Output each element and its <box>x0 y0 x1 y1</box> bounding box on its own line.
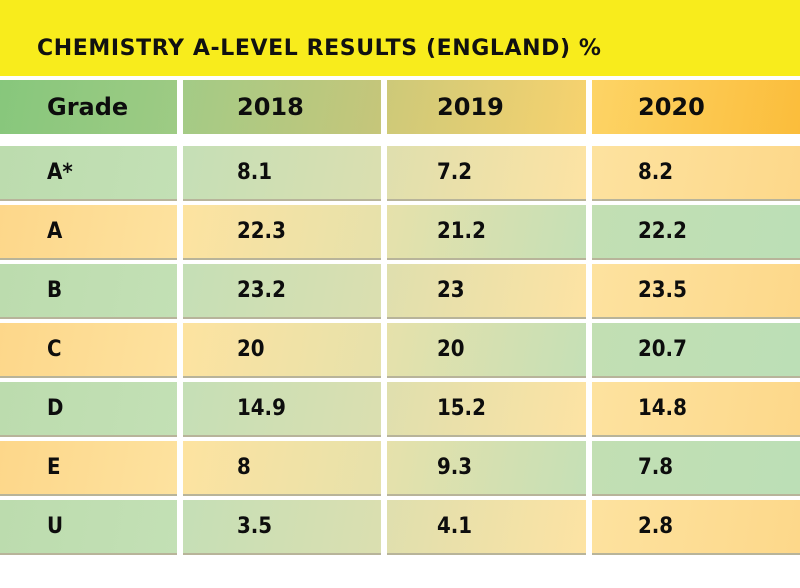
value-cell-2018: 8 <box>183 441 381 496</box>
value-cell-2020: 14.8 <box>592 382 800 437</box>
value-cell-2019: 20 <box>387 323 586 378</box>
value-cell-2018: 14.9 <box>183 382 381 437</box>
grade-cell: B <box>0 264 177 319</box>
grade-cell: E <box>0 441 177 496</box>
grade-cell: A <box>0 205 177 260</box>
value-cell-2018: 23.2 <box>183 264 381 319</box>
value-cell-2020: 2.8 <box>592 500 800 555</box>
header-cell-2018: 2018 <box>183 80 381 134</box>
value-cell-2020: 20.7 <box>592 323 800 378</box>
value-cell-2019: 15.2 <box>387 382 586 437</box>
value-cell-2020: 8.2 <box>592 146 800 201</box>
header-cell-2020: 2020 <box>592 80 800 134</box>
value-cell-2018: 3.5 <box>183 500 381 555</box>
grade-cell: U <box>0 500 177 555</box>
grade-cell: C <box>0 323 177 378</box>
value-cell-2019: 23 <box>387 264 586 319</box>
header-cell-grade: Grade <box>0 80 177 134</box>
title-bar: CHEMISTRY A-LEVEL RESULTS (ENGLAND) % <box>0 0 800 76</box>
value-cell-2019: 4.1 <box>387 500 586 555</box>
value-cell-2019: 9.3 <box>387 441 586 496</box>
grade-cell: A* <box>0 146 177 201</box>
header-cell-2019: 2019 <box>387 80 586 134</box>
value-cell-2019: 21.2 <box>387 205 586 260</box>
value-cell-2018: 20 <box>183 323 381 378</box>
value-cell-2020: 23.5 <box>592 264 800 319</box>
value-cell-2020: 7.8 <box>592 441 800 496</box>
value-cell-2020: 22.2 <box>592 205 800 260</box>
table-title: CHEMISTRY A-LEVEL RESULTS (ENGLAND) % <box>37 36 602 61</box>
value-cell-2019: 7.2 <box>387 146 586 201</box>
grade-cell: D <box>0 382 177 437</box>
value-cell-2018: 8.1 <box>183 146 381 201</box>
value-cell-2018: 22.3 <box>183 205 381 260</box>
